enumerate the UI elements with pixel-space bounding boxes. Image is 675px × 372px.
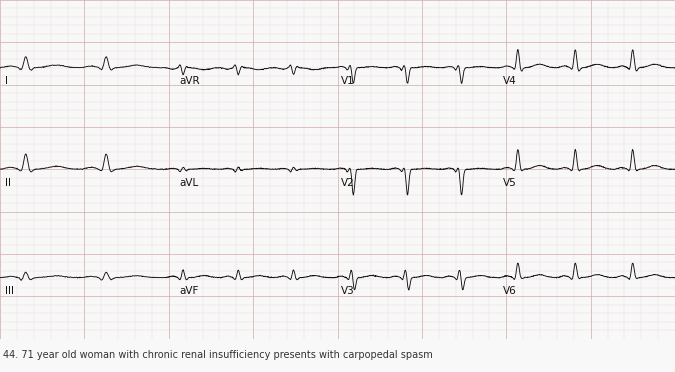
Text: I: I [5, 76, 8, 86]
Text: aVL: aVL [179, 178, 198, 188]
Text: III: III [5, 286, 14, 296]
Text: V3: V3 [341, 286, 354, 296]
Text: V6: V6 [503, 286, 516, 296]
Text: aVR: aVR [179, 76, 200, 86]
Text: V5: V5 [503, 178, 516, 188]
Text: 44. 71 year old woman with chronic renal insufficiency presents with carpopedal : 44. 71 year old woman with chronic renal… [3, 350, 433, 360]
Text: V2: V2 [341, 178, 354, 188]
Text: V4: V4 [503, 76, 516, 86]
Text: V1: V1 [341, 76, 354, 86]
Text: aVF: aVF [179, 286, 198, 296]
Text: II: II [5, 178, 11, 188]
